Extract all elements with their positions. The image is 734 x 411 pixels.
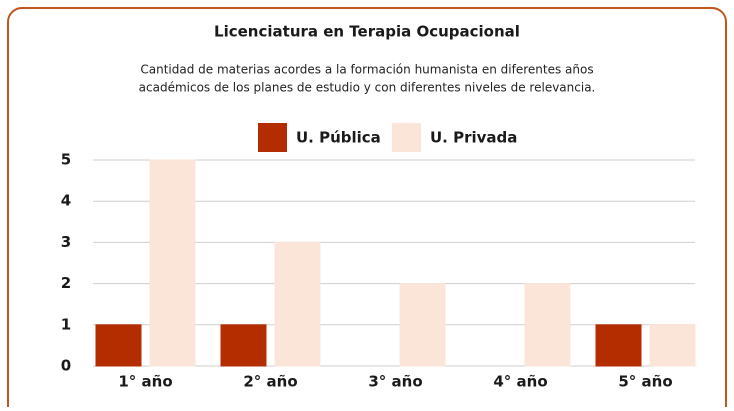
legend-label: U. Pública <box>296 129 381 147</box>
y-tick-label: 4 <box>61 192 71 210</box>
legend-swatch <box>392 123 421 152</box>
x-tick-label: 1° año <box>118 373 172 391</box>
bar <box>399 283 446 367</box>
bar <box>595 324 642 367</box>
bar <box>649 324 696 367</box>
subtitle: Cantidad de materias acordes a la formac… <box>140 63 593 77</box>
x-tick-label: 4° año <box>493 373 547 391</box>
y-tick-label: 1 <box>61 315 71 333</box>
y-tick-label: 0 <box>61 357 71 375</box>
subtitle: académicos de los planes de estudio y co… <box>139 81 596 95</box>
bar <box>149 159 196 367</box>
y-tick-label: 5 <box>61 151 71 169</box>
bar <box>524 283 571 367</box>
bar <box>220 324 267 367</box>
y-tick-label: 2 <box>61 274 71 292</box>
legend-swatch <box>258 123 287 152</box>
legend-label: U. Privada <box>430 129 517 147</box>
x-tick-label: 2° año <box>243 373 297 391</box>
x-tick-label: 3° año <box>368 373 422 391</box>
y-tick-label: 3 <box>61 233 71 251</box>
chart-title: Licenciatura en Terapia Ocupacional <box>214 23 520 41</box>
bar <box>95 324 142 367</box>
x-tick-label: 5° año <box>618 373 672 391</box>
bar <box>274 241 321 367</box>
